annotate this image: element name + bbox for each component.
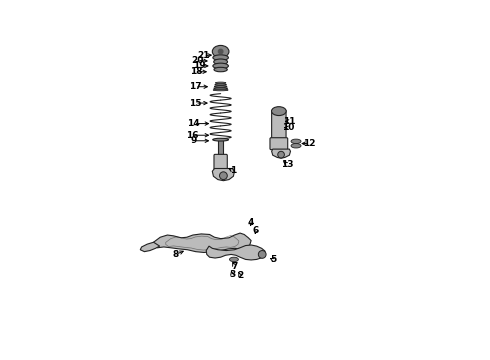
Text: 7: 7 — [231, 262, 238, 271]
Text: 14: 14 — [187, 119, 200, 128]
FancyBboxPatch shape — [214, 154, 227, 170]
Ellipse shape — [213, 138, 228, 141]
Ellipse shape — [213, 89, 228, 91]
Circle shape — [258, 251, 266, 258]
Text: 8: 8 — [172, 250, 179, 259]
FancyBboxPatch shape — [270, 138, 288, 150]
Text: 17: 17 — [189, 82, 201, 91]
FancyBboxPatch shape — [218, 139, 223, 159]
Text: 19: 19 — [193, 62, 205, 71]
Ellipse shape — [216, 82, 226, 84]
Text: 21: 21 — [197, 51, 210, 60]
Text: 1: 1 — [230, 166, 236, 175]
Text: 10: 10 — [282, 123, 294, 132]
Circle shape — [278, 151, 284, 158]
Ellipse shape — [291, 144, 301, 148]
Polygon shape — [153, 233, 251, 252]
Text: 12: 12 — [303, 139, 316, 148]
Ellipse shape — [214, 86, 227, 87]
Text: 16: 16 — [186, 131, 198, 140]
Polygon shape — [206, 245, 265, 260]
Ellipse shape — [213, 55, 228, 60]
Polygon shape — [140, 242, 160, 252]
Text: 6: 6 — [253, 226, 259, 235]
FancyBboxPatch shape — [271, 110, 286, 140]
Ellipse shape — [271, 107, 286, 116]
Text: 13: 13 — [281, 160, 294, 169]
Ellipse shape — [214, 67, 227, 72]
Ellipse shape — [229, 257, 238, 262]
Text: 20: 20 — [191, 56, 203, 65]
Ellipse shape — [214, 87, 227, 89]
Text: 15: 15 — [189, 99, 201, 108]
Text: 9: 9 — [190, 136, 196, 145]
Circle shape — [219, 49, 223, 54]
Ellipse shape — [214, 59, 227, 64]
Ellipse shape — [291, 139, 301, 144]
Text: 5: 5 — [270, 256, 276, 265]
Polygon shape — [212, 168, 235, 181]
Text: 2: 2 — [237, 271, 243, 280]
Polygon shape — [271, 149, 291, 158]
Circle shape — [220, 172, 227, 180]
Text: 11: 11 — [283, 117, 295, 126]
Text: 3: 3 — [229, 270, 235, 279]
Ellipse shape — [213, 63, 228, 69]
Ellipse shape — [215, 84, 226, 85]
FancyBboxPatch shape — [276, 108, 281, 111]
Text: 4: 4 — [248, 218, 254, 227]
Ellipse shape — [212, 45, 229, 58]
Text: 18: 18 — [190, 67, 202, 76]
